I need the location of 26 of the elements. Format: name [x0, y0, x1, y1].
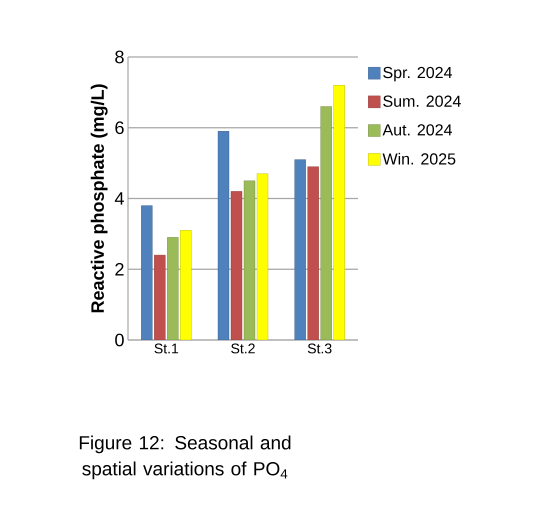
bar — [230, 191, 242, 340]
y-tick-label: 4 — [114, 192, 124, 205]
bar — [294, 159, 306, 340]
x-tick-label: St.2 — [231, 344, 255, 354]
legend-label: Spr. 2024 — [383, 66, 452, 82]
caption: Figure 12: Seasonal and spatial variations of PO$_{4}$ — [80, 436, 290, 480]
y-axis-title: Reactive phosphate (mg/L) — [90, 84, 108, 312]
bar — [167, 237, 179, 340]
bar — [307, 166, 319, 340]
y-tick-label: 6 — [115, 121, 124, 134]
y-tick-label: 0 — [115, 334, 124, 346]
bar — [180, 230, 192, 340]
bar — [218, 131, 230, 340]
x-tick-label: St.3 — [308, 344, 332, 354]
y-tick-label: 2 — [115, 262, 124, 276]
legend-label: Sum. 2024 — [383, 96, 461, 107]
legend-label: Win. 2025 — [382, 152, 456, 165]
bar — [333, 85, 345, 340]
bar — [244, 180, 256, 340]
bar — [256, 174, 268, 340]
x-tick-label: St.1 — [154, 344, 178, 354]
legend-label: Aut. 2024 — [382, 124, 452, 136]
bar — [320, 106, 332, 340]
bar — [141, 205, 153, 340]
bar — [154, 254, 166, 340]
y-tick-label: 8 — [115, 50, 124, 64]
